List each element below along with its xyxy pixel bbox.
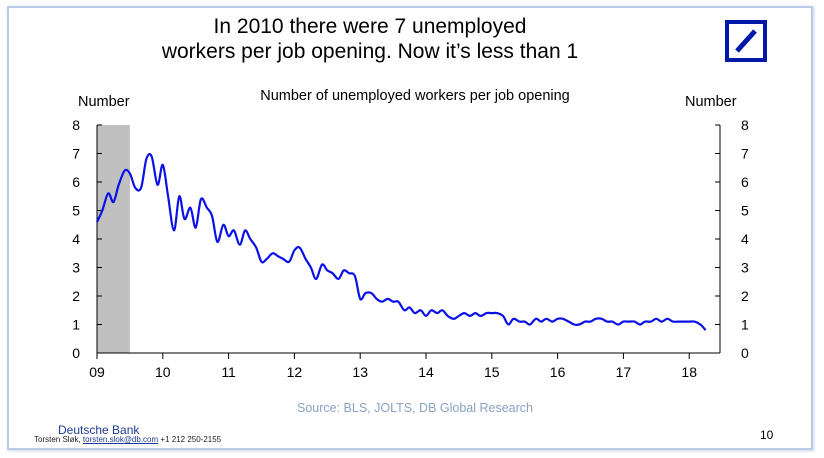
y-tick-label-right: 1 <box>741 317 749 333</box>
x-tick-label: 14 <box>418 364 434 380</box>
x-tick-label: 10 <box>155 364 171 380</box>
y-tick-label-left: 6 <box>72 174 80 190</box>
x-tick-label: 13 <box>352 364 368 380</box>
y-tick-label-left: 8 <box>72 117 80 133</box>
y-tick-label-left: 4 <box>72 231 80 247</box>
y-axis-label-left: Number <box>78 94 130 110</box>
series-line <box>96 152 707 331</box>
title-line-2: workers per job opening. Now it’s less t… <box>161 40 579 63</box>
y-tick-label-left: 7 <box>72 146 80 162</box>
y-tick-label-right: 0 <box>741 345 749 361</box>
contact-phone: +1 212 250-2155 <box>160 435 222 444</box>
x-tick-label: 18 <box>681 364 697 380</box>
y-tick-label-right: 7 <box>741 146 749 162</box>
title-line-1: In 2010 there were 7 unemployed <box>213 15 527 38</box>
logo-frame <box>725 20 767 62</box>
y-tick-label-left: 2 <box>72 288 80 304</box>
y-tick-label-right: 4 <box>741 231 749 247</box>
x-tick-label: 11 <box>221 364 236 380</box>
x-tick-label: 09 <box>89 364 105 380</box>
slide-title: In 2010 there were 7 unemployed workers … <box>90 14 650 64</box>
y-tick-label-right: 3 <box>741 260 749 276</box>
y-tick-label-left: 1 <box>72 317 80 333</box>
y-tick-label-left: 0 <box>72 345 80 361</box>
source-note: Source: BLS, JOLTS, DB Global Research <box>297 401 533 415</box>
recession-shading <box>97 125 130 353</box>
y-tick-label-right: 2 <box>741 288 749 304</box>
x-tick-label: 17 <box>616 364 632 380</box>
contact-email-link[interactable]: torsten.slok@db.com <box>82 435 159 444</box>
y-tick-label-left: 5 <box>72 203 80 219</box>
y-tick-label-right: 5 <box>741 203 749 219</box>
y-tick-label-right: 8 <box>741 117 749 133</box>
page-number: 10 <box>760 428 774 442</box>
x-tick-label: 16 <box>550 364 566 380</box>
chart-title: Number of unemployed workers per job ope… <box>260 88 570 104</box>
y-tick-label-left: 3 <box>72 260 80 276</box>
contact-line: Torsten Sløk, torsten.slok@db.com +1 212… <box>34 435 221 444</box>
logo-slash <box>735 29 757 53</box>
brand-name: Deutsche Bank <box>58 423 140 437</box>
y-tick-label-right: 6 <box>741 174 749 190</box>
slide-frame <box>7 6 813 450</box>
x-tick-label: 12 <box>287 364 303 380</box>
deutsche-bank-logo <box>725 20 767 62</box>
contact-prefix: Torsten Sløk, <box>34 435 83 444</box>
x-tick-label: 15 <box>484 364 500 380</box>
y-axis-label-right: Number <box>685 94 737 110</box>
